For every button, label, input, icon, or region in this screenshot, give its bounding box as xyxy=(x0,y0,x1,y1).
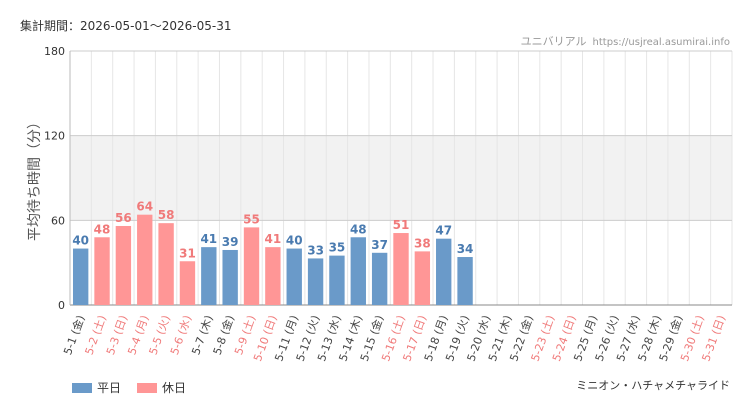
bar-5-15 (金)[interactable] xyxy=(371,252,388,305)
bar-5-5 (火)[interactable] xyxy=(158,223,174,305)
attraction-name: ミニオン・ハチャメチャライド xyxy=(576,379,730,392)
legend-item-weekday[interactable]: 平日 xyxy=(72,379,121,396)
bar-5-9 (土)[interactable] xyxy=(243,227,260,305)
bar-value-label: 48 xyxy=(350,222,367,236)
bar-5-2 (土)[interactable] xyxy=(94,237,110,305)
chart-band-0 xyxy=(70,135,732,221)
chart-legend: 平日 休日 xyxy=(72,379,202,396)
bar-5-11 (月)[interactable] xyxy=(286,248,302,305)
legend-swatch-weekday xyxy=(72,382,92,393)
bar-5-19 (火)[interactable] xyxy=(457,257,473,305)
bar-value-label: 41 xyxy=(200,232,217,246)
bar-5-6 (水)[interactable] xyxy=(179,261,196,305)
bar-value-label: 51 xyxy=(393,218,410,232)
bar-value-label: 64 xyxy=(136,200,153,214)
legend-label-weekday: 平日 xyxy=(97,381,122,395)
source-name: ユニバリアル xyxy=(520,35,587,48)
y-tick-label: 0 xyxy=(58,299,65,312)
source-credit: ユニバリアル https://usjreal.asumirai.info xyxy=(521,33,730,49)
y-tick-label: 60 xyxy=(51,214,65,227)
bar-5-4 (月)[interactable] xyxy=(137,214,153,305)
bar-5-7 (木)[interactable] xyxy=(201,247,217,305)
bar-5-16 (土)[interactable] xyxy=(393,233,409,305)
bar-value-label: 58 xyxy=(158,208,175,222)
bar-5-8 (金)[interactable] xyxy=(222,249,238,305)
bar-5-17 (日)[interactable] xyxy=(414,251,431,305)
bar-value-label: 38 xyxy=(414,236,431,250)
bar-5-18 (月)[interactable] xyxy=(436,238,452,305)
bar-value-label: 34 xyxy=(457,242,474,256)
y-tick-label: 120 xyxy=(44,130,65,143)
bar-value-label: 35 xyxy=(329,241,346,255)
y-tick-label: 180 xyxy=(44,45,65,58)
bar-value-label: 37 xyxy=(371,238,388,252)
legend-swatch-holiday xyxy=(137,382,158,393)
bar-value-label: 47 xyxy=(435,224,452,238)
bar-value-label: 56 xyxy=(115,211,132,225)
bar-value-label: 40 xyxy=(286,234,303,248)
bar-value-label: 33 xyxy=(307,243,324,257)
bar-5-3 (日)[interactable] xyxy=(115,225,132,305)
source-site[interactable]: https://usjreal.asumirai.info xyxy=(592,37,730,48)
legend-label-holiday: 休日 xyxy=(162,381,187,395)
bar-value-label: 48 xyxy=(94,222,111,236)
legend-item-holiday[interactable]: 休日 xyxy=(137,379,186,396)
bar-5-14 (木)[interactable] xyxy=(350,237,366,305)
aggregation-period: 集計期間：2026-05-01〜2026-05-31 xyxy=(20,19,232,33)
bar-value-label: 40 xyxy=(72,234,89,248)
y-axis-label: 平均待ち時間（分） xyxy=(27,115,43,241)
bar-value-label: 39 xyxy=(222,235,239,249)
bar-5-10 (日)[interactable] xyxy=(265,247,281,305)
bar-5-1 (金)[interactable] xyxy=(72,248,89,305)
bar-value-label: 41 xyxy=(265,232,282,246)
bar-5-13 (水)[interactable] xyxy=(329,255,345,305)
bar-5-12 (火)[interactable] xyxy=(307,258,324,305)
bar-value-label: 31 xyxy=(179,246,196,260)
bar-value-label: 55 xyxy=(243,212,260,226)
